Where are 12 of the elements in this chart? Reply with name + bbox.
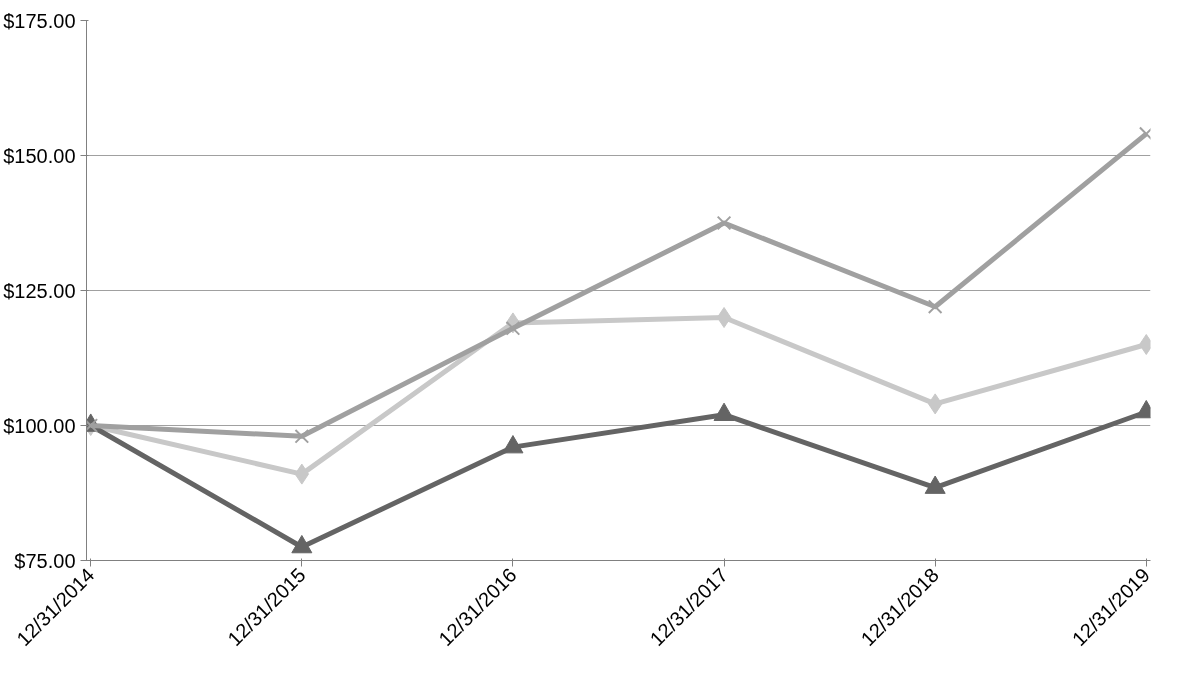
y-tick-label: $75.00 <box>14 549 76 572</box>
y-tick-label: $150.00 <box>3 144 76 167</box>
point <box>927 299 943 315</box>
point <box>716 307 732 328</box>
y-tick-label: $175.00 <box>3 9 76 32</box>
point <box>505 320 521 336</box>
point <box>716 215 732 231</box>
point <box>502 435 524 454</box>
y-tick-label: $125.00 <box>3 279 76 302</box>
point <box>291 534 313 554</box>
point <box>294 428 310 444</box>
y-tick-label: $100.00 <box>3 414 76 437</box>
